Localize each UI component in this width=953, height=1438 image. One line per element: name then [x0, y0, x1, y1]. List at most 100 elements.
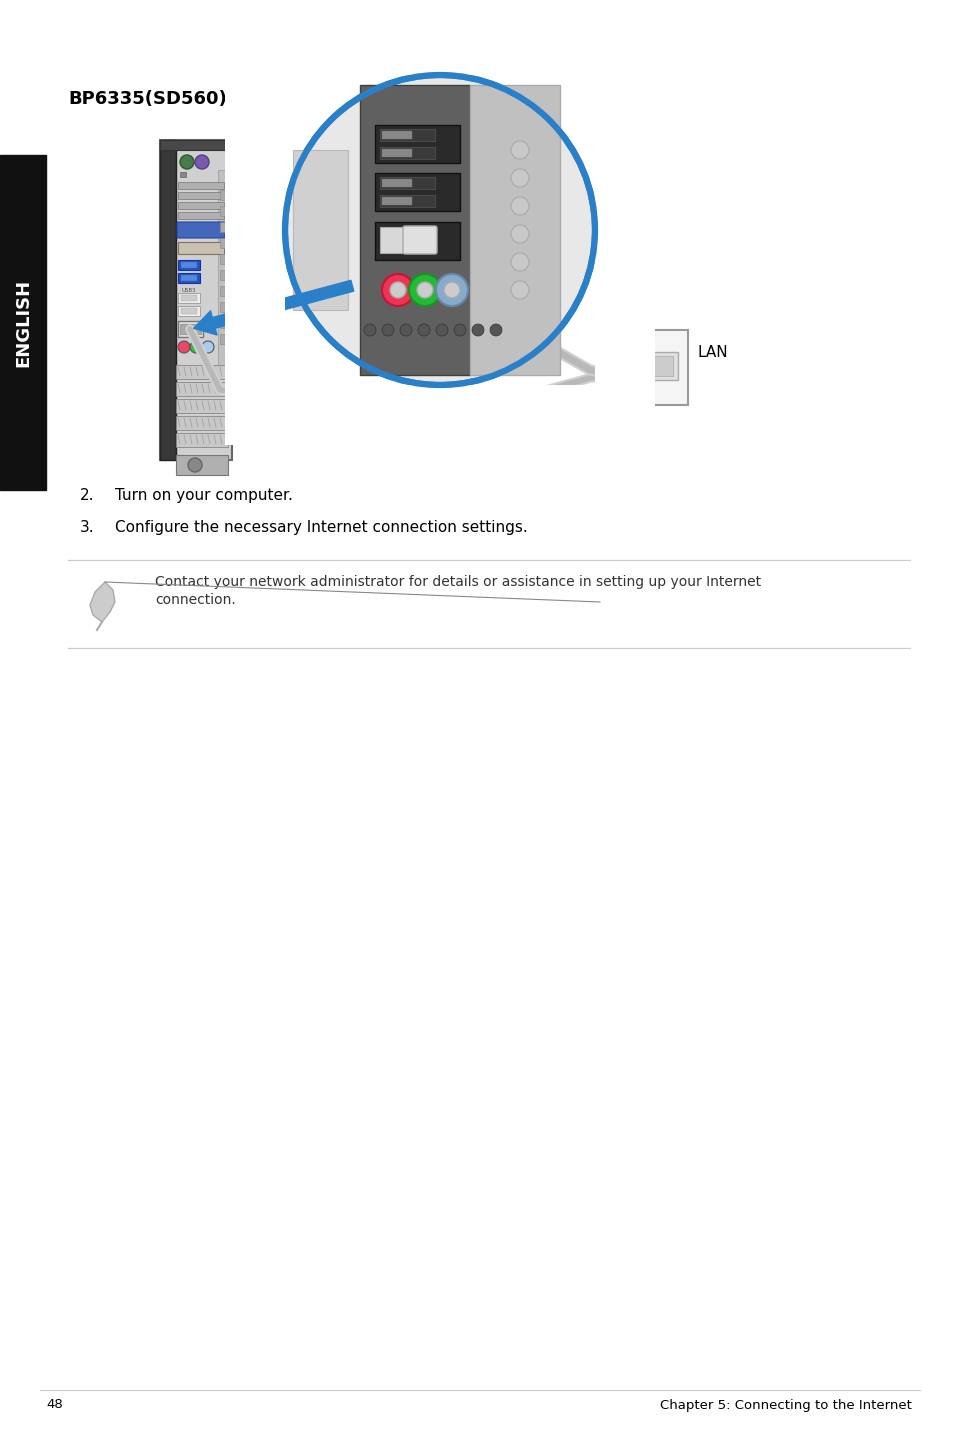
Bar	[379, 129, 435, 141]
Bar	[175, 365, 228, 380]
FancyBboxPatch shape	[629, 329, 687, 406]
Circle shape	[381, 275, 414, 306]
Bar	[180, 324, 201, 334]
Bar	[220, 206, 228, 216]
Bar	[175, 454, 228, 475]
Bar	[0, 155, 46, 490]
Bar	[178, 293, 200, 303]
Circle shape	[381, 324, 394, 336]
Bar	[181, 308, 196, 313]
Bar	[225, 14, 285, 444]
Bar	[381, 131, 412, 139]
Circle shape	[186, 325, 193, 334]
Text: Configure the necessary Internet connection settings.: Configure the necessary Internet connect…	[115, 521, 527, 535]
Bar	[220, 334, 228, 344]
Circle shape	[180, 155, 193, 170]
Circle shape	[364, 324, 375, 336]
FancyBboxPatch shape	[352, 403, 473, 431]
Bar	[181, 262, 196, 267]
Bar	[175, 383, 228, 395]
Circle shape	[511, 253, 529, 270]
Circle shape	[285, 75, 595, 385]
Circle shape	[194, 155, 209, 170]
Bar	[178, 306, 200, 316]
Bar	[381, 178, 412, 187]
Circle shape	[416, 282, 433, 298]
Bar	[178, 260, 200, 270]
Text: USB3: USB3	[182, 288, 196, 293]
Bar	[178, 273, 200, 283]
Bar	[160, 139, 232, 460]
Bar	[220, 239, 228, 247]
Bar	[178, 193, 224, 198]
Bar	[220, 270, 228, 280]
Circle shape	[202, 341, 213, 352]
Bar	[178, 211, 224, 219]
Bar	[639, 352, 678, 380]
Text: 3.: 3.	[80, 521, 94, 535]
Circle shape	[390, 282, 406, 298]
Bar	[375, 221, 459, 260]
Bar	[175, 398, 228, 413]
Polygon shape	[90, 582, 115, 623]
Bar	[220, 221, 228, 232]
Bar	[375, 125, 459, 162]
Bar	[379, 227, 435, 253]
Bar	[470, 85, 559, 375]
Circle shape	[472, 324, 483, 336]
Text: Chapter 5: Connecting to the Internet: Chapter 5: Connecting to the Internet	[659, 1399, 911, 1412]
Bar	[175, 433, 228, 447]
Bar	[178, 321, 203, 336]
Text: Turn on your computer.: Turn on your computer.	[115, 487, 293, 503]
Circle shape	[443, 282, 459, 298]
Bar	[375, 173, 459, 211]
Bar	[220, 255, 228, 265]
Bar	[220, 190, 228, 200]
FancyArrowPatch shape	[193, 280, 354, 335]
Circle shape	[511, 280, 529, 299]
Bar	[160, 139, 232, 150]
Circle shape	[436, 324, 448, 336]
Circle shape	[417, 324, 430, 336]
Circle shape	[188, 457, 202, 472]
Bar	[381, 150, 412, 157]
Text: ENGLISH: ENGLISH	[14, 279, 32, 367]
Bar	[160, 139, 175, 460]
Text: BP6335(SD560): BP6335(SD560)	[68, 91, 227, 108]
Bar	[379, 177, 435, 188]
Circle shape	[490, 324, 501, 336]
Bar	[178, 242, 224, 255]
Bar	[359, 85, 470, 375]
Bar	[178, 183, 224, 188]
Bar	[178, 201, 224, 209]
Circle shape	[511, 141, 529, 160]
Circle shape	[190, 341, 202, 352]
FancyBboxPatch shape	[402, 226, 436, 255]
Circle shape	[178, 341, 190, 352]
Text: 2.: 2.	[80, 487, 94, 503]
Circle shape	[399, 324, 412, 336]
Bar	[379, 147, 435, 160]
Circle shape	[409, 275, 440, 306]
Circle shape	[436, 275, 468, 306]
Bar	[220, 302, 228, 312]
Bar	[220, 286, 228, 296]
Bar	[225, 385, 655, 444]
Circle shape	[454, 324, 465, 336]
Bar	[180, 173, 186, 177]
Bar	[175, 416, 228, 430]
Bar	[181, 295, 196, 301]
Bar	[644, 357, 672, 375]
Circle shape	[511, 197, 529, 216]
FancyBboxPatch shape	[177, 221, 225, 239]
Bar	[181, 275, 196, 280]
Circle shape	[511, 224, 529, 243]
Bar	[293, 150, 348, 311]
Bar	[379, 196, 435, 207]
Text: Contact your network administrator for details or assistance in setting up your : Contact your network administrator for d…	[154, 575, 760, 590]
Text: LAN: LAN	[698, 345, 728, 360]
Bar	[218, 170, 230, 370]
Text: connection.: connection.	[154, 592, 235, 607]
Text: RJ-45 cable: RJ-45 cable	[375, 410, 449, 424]
Bar	[225, 14, 655, 75]
